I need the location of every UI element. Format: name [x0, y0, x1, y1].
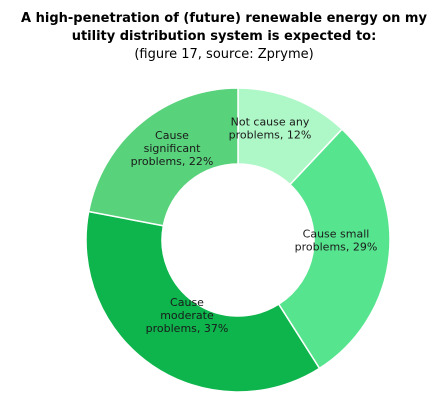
chart-title: A high-penetration of (future) renewable…	[0, 10, 448, 64]
slice-label-3-line-1: significant	[144, 142, 201, 155]
slice-label-0-line-1: problems, 12%	[229, 129, 312, 142]
slice-label-0-line-0: Not cause any	[231, 116, 310, 129]
slice-label-2-line-1: moderate	[160, 309, 214, 322]
chart-subtitle: (figure 17, source: Zpryme)	[134, 47, 314, 62]
donut-labels: Not cause any problems, 12%Cause small pro…	[131, 116, 378, 336]
slice-label-2-line-0: Cause	[170, 296, 204, 309]
chart-title-line-1: A high-penetration of (future) renewable…	[21, 11, 427, 26]
donut-slice-1	[277, 128, 391, 370]
chart-title-line-2: utility distribution system is expected …	[71, 29, 377, 44]
donut-slice-2	[85, 210, 321, 393]
slice-label-3-line-2: problems, 22%	[131, 155, 214, 168]
donut-slice-3	[87, 87, 239, 227]
slice-label-3: Cause significant problems, 22%	[131, 129, 214, 168]
slice-label-1-line-1: problems, 29%	[295, 241, 378, 254]
slice-label-3-line-0: Cause	[155, 129, 189, 142]
slice-label-2-line-2: problems, 37%	[146, 322, 229, 335]
slice-label-1-line-0: Cause small	[303, 228, 370, 241]
slice-label-0: Not cause any problems, 12%	[229, 116, 312, 142]
slice-label-1: Cause small problems, 29%	[295, 228, 378, 254]
slice-label-2: Cause moderate problems, 37%	[146, 296, 229, 335]
donut-slices	[85, 87, 391, 393]
